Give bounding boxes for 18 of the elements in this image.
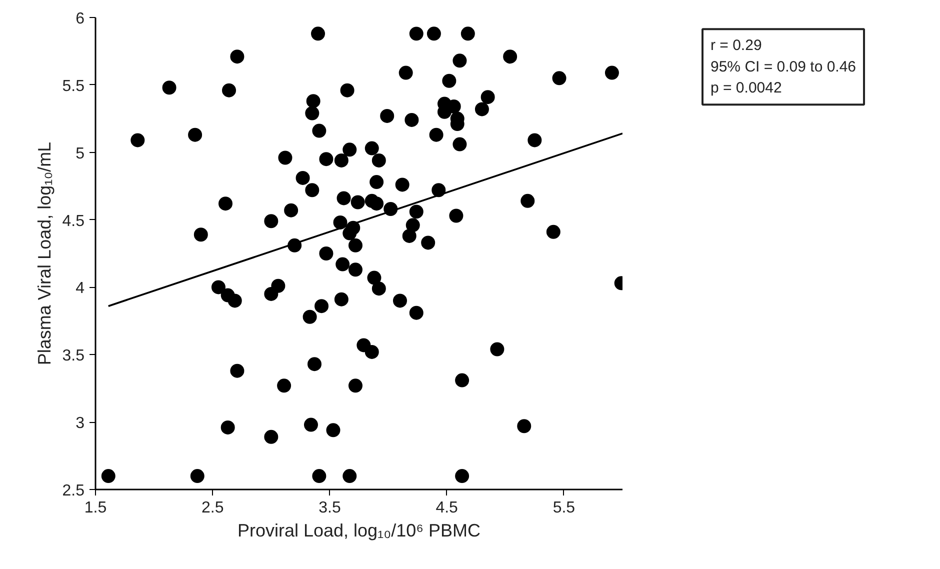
y-tick-label: 3.5 <box>62 348 85 365</box>
text: 95% CI = 0.09 to 0.46 <box>710 58 856 76</box>
x-tick-label: 2.5 <box>201 500 224 516</box>
text: p = 0.0042 <box>710 80 782 97</box>
text: r = 0.29 <box>710 37 762 54</box>
y-tick-label: 6 <box>76 10 85 28</box>
y-tick-label: 5 <box>76 145 85 162</box>
y-tick-label: 4 <box>76 280 85 298</box>
x-tick-label: 1.5 <box>84 500 107 516</box>
y-tick-label: 2.5 <box>62 482 85 500</box>
x-tick-label: 4.5 <box>436 500 458 516</box>
y-tick-label: 4.5 <box>62 212 85 230</box>
y-tick-label: 3 <box>76 415 85 432</box>
x-tick-label: 3.5 <box>318 500 341 516</box>
x-axis-title: Proviral Load, log₁₀/10⁶ PBMC <box>237 520 481 540</box>
y-axis-title: Plasma Viral Load, log₁₀/mL <box>34 142 54 366</box>
x-tick-label: 5.5 <box>552 500 576 516</box>
y-tick-label: 5.5 <box>62 78 85 95</box>
